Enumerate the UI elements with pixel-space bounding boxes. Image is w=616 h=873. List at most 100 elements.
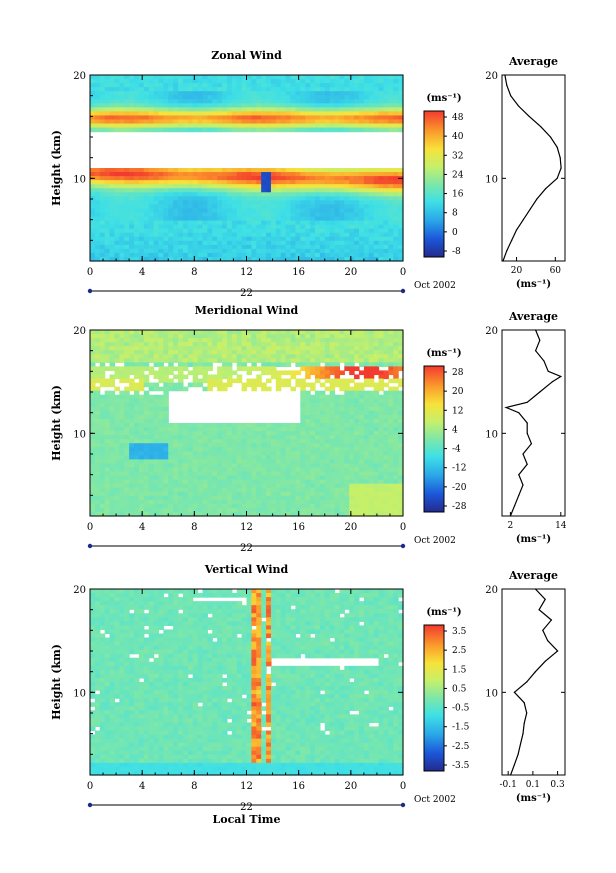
y-tick-label: 20	[73, 71, 86, 82]
profile-point	[506, 250, 508, 252]
x-tick-label: 4	[139, 267, 145, 278]
profile-point	[528, 115, 530, 117]
x-tick-label: 16	[292, 267, 305, 278]
profile-point	[523, 702, 525, 704]
chart-title: Meridional Wind	[195, 304, 299, 317]
profile-x-unit: (ms⁻¹)	[516, 279, 551, 290]
panel-3: Vertical Wind 10 20 Height (km) 0 4 8 12 16 20 0 22…	[50, 563, 566, 826]
profile-point	[522, 733, 524, 735]
colorbar-tick-label: 20	[452, 387, 464, 397]
profile-point	[523, 722, 525, 724]
heatmap-field	[90, 589, 404, 776]
x-tick-label: 0	[87, 267, 93, 278]
y-tick-label: 10	[73, 429, 86, 440]
profile-line	[502, 74, 562, 262]
x-tick-label: 0	[400, 267, 406, 278]
profile-point	[526, 422, 528, 424]
profile-title: Average	[508, 569, 558, 582]
profile-point	[545, 188, 547, 190]
colorbar-tick-label: -4	[452, 445, 461, 455]
y-axis-label: Height (km)	[50, 644, 63, 720]
profile-point	[517, 105, 520, 107]
y-axis-label: Height (km)	[50, 130, 63, 206]
profile-y-tick-label: 20	[485, 585, 498, 596]
colorbar-unit: (ms⁻¹)	[426, 348, 461, 359]
profile-point	[510, 95, 512, 97]
profile-title: Average	[508, 310, 558, 323]
y-tick-label: 20	[73, 326, 86, 337]
profile-point	[510, 774, 512, 776]
profile-line	[504, 329, 563, 517]
profile-point	[550, 619, 553, 621]
date-label: 22	[240, 543, 253, 554]
profile-point	[544, 660, 546, 662]
profile-point	[526, 681, 528, 683]
colorbar-tick-label: 48	[452, 113, 464, 123]
colorbar-tick-label: -28	[452, 502, 467, 512]
profile-point	[519, 743, 522, 745]
colorbar-tick-label: -1.5	[452, 723, 470, 733]
profile-point	[534, 671, 537, 673]
date-label: 22	[240, 802, 253, 813]
profile-point	[560, 375, 562, 378]
profile-point	[540, 126, 542, 128]
colorbar-tick-label: 16	[452, 190, 464, 200]
colorbar-tick-label: 3.5	[452, 627, 467, 637]
colorbar-tick-label: 1.5	[452, 665, 467, 675]
colorbar	[423, 365, 445, 513]
profile-point	[559, 157, 561, 159]
profile-point	[513, 691, 516, 693]
profile-y-tick-label: 20	[485, 71, 498, 82]
y-axis-label: Height (km)	[50, 385, 63, 461]
profile-title: Average	[508, 55, 558, 68]
profile-y-tick-label: 10	[485, 429, 498, 440]
date-bar-end	[400, 543, 406, 549]
profile-point	[522, 453, 524, 455]
profile-point	[539, 391, 541, 393]
colorbar-tick-label: 24	[452, 170, 464, 180]
profile-point	[518, 474, 520, 476]
date-bar-start	[87, 288, 93, 294]
date-suffix: Oct 2002	[414, 281, 456, 291]
colorbar-tick-label: 12	[452, 406, 463, 416]
profile-point	[515, 229, 518, 231]
colorbar-unit: (ms⁻¹)	[426, 93, 461, 104]
colorbar-tick-label: -12	[452, 464, 467, 474]
colorbar	[423, 624, 445, 772]
profile-x-tick-label: 20	[511, 266, 523, 276]
profile-point	[544, 598, 546, 600]
profile-frame	[501, 588, 566, 776]
y-tick-label: 20	[73, 585, 86, 596]
profile-point	[547, 640, 549, 642]
colorbar-tick-label: 0	[452, 228, 458, 238]
profile-point	[534, 588, 537, 590]
profile-x-tick-label: 0.3	[550, 780, 565, 790]
x-tick-label: 20	[344, 522, 357, 533]
heatmap-field	[90, 330, 404, 517]
colorbar-tick-label: 32	[452, 151, 463, 161]
profile-frame	[501, 329, 566, 517]
profile-point	[557, 650, 559, 652]
profile-x-tick-label: 60	[550, 266, 562, 276]
x-tick-label: 8	[191, 781, 197, 792]
profile-point	[551, 381, 554, 383]
profile-point	[526, 463, 528, 465]
profile-line	[510, 588, 559, 776]
x-tick-label: 0	[400, 781, 406, 792]
colorbar-tick-label: -2.5	[452, 742, 470, 752]
profile-point	[526, 712, 528, 714]
profile-point	[526, 401, 528, 403]
y-tick-label: 10	[73, 688, 86, 699]
profile-point	[502, 260, 504, 262]
date-bar-end	[400, 288, 406, 294]
profile-point	[542, 629, 544, 631]
profile-y-tick-label: 10	[485, 688, 498, 699]
colorbar-tick-label: 0.5	[452, 684, 467, 694]
profile-point	[522, 484, 524, 486]
colorbar-tick-label: 4	[452, 425, 458, 435]
profile-x-unit: (ms⁻¹)	[516, 534, 551, 545]
x-tick-label: 8	[191, 522, 197, 533]
x-tick-label: 0	[87, 522, 93, 533]
